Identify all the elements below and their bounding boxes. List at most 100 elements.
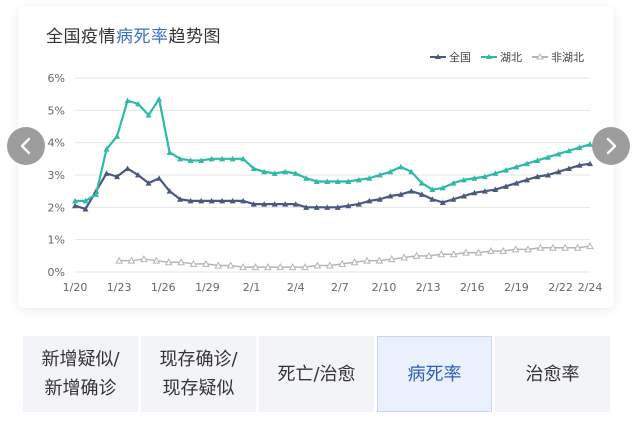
data-point-marker <box>140 255 148 263</box>
data-point-marker <box>164 258 173 266</box>
data-point-marker <box>471 175 478 181</box>
data-point-marker <box>214 261 223 269</box>
data-point-marker <box>450 196 457 202</box>
data-point-marker <box>387 168 394 175</box>
data-point-marker <box>587 160 593 167</box>
data-point-marker <box>187 157 194 163</box>
data-point-marker <box>481 173 488 180</box>
y-tick-label: 3% <box>48 169 65 182</box>
data-point-marker <box>135 100 142 107</box>
next-chart-button[interactable] <box>592 127 630 165</box>
data-point-marker <box>536 243 545 251</box>
tab-existing-confirmed-suspected[interactable]: 现存确诊/现存疑似 <box>141 336 256 412</box>
data-point-marker <box>449 250 458 258</box>
data-point-marker <box>229 197 236 204</box>
data-point-marker <box>263 263 272 271</box>
data-point-marker <box>450 180 457 186</box>
data-point-marker <box>135 172 142 178</box>
data-point-marker <box>499 246 508 254</box>
y-tick-label: 4% <box>48 137 65 150</box>
data-point-marker <box>208 197 215 204</box>
data-point-marker <box>408 168 415 175</box>
data-point-marker <box>229 155 236 162</box>
x-tick-label: 2/13 <box>416 281 441 294</box>
data-point-marker <box>219 155 226 162</box>
tab-fatality-rate[interactable]: 病死率 <box>377 336 492 412</box>
data-point-marker <box>345 202 352 209</box>
x-tick-label: 1/26 <box>151 281 176 294</box>
data-point-marker <box>124 165 131 172</box>
tab-death-recovered[interactable]: 死亡/治愈 <box>259 336 374 412</box>
data-point-marker <box>156 96 163 102</box>
legend-label-hubei: 湖北 <box>500 51 522 64</box>
data-point-marker <box>187 197 194 204</box>
chart-title: 全国疫情病死率趋势图 <box>46 22 221 47</box>
x-tick-label: 1/23 <box>107 281 132 294</box>
series-line-hubei <box>75 97 591 202</box>
data-point-marker <box>544 172 551 178</box>
data-point-marker <box>239 263 247 271</box>
tab-label-line: 新增确诊 <box>44 378 117 399</box>
data-point-marker <box>219 197 226 204</box>
data-point-marker <box>439 184 446 191</box>
data-point-marker <box>292 170 299 176</box>
data-point-marker <box>313 178 320 184</box>
data-point-marker <box>460 193 467 199</box>
chevron-right-icon <box>606 137 617 155</box>
data-point-marker <box>474 248 483 256</box>
y-tick-label: 6% <box>48 72 65 85</box>
data-point-marker <box>271 170 278 176</box>
data-point-marker <box>240 197 247 204</box>
data-point-marker <box>226 261 235 269</box>
data-point-marker <box>156 175 163 181</box>
data-point-marker <box>555 168 562 175</box>
data-point-marker <box>271 201 278 207</box>
data-point-marker <box>363 256 371 264</box>
data-point-marker <box>166 149 173 155</box>
data-point-marker <box>425 251 433 259</box>
data-point-marker <box>261 201 268 207</box>
data-point-marker <box>366 197 373 204</box>
chart-title-highlight: 病死率 <box>116 27 169 47</box>
data-point-marker <box>250 165 257 172</box>
data-point-marker <box>72 202 78 209</box>
data-point-marker <box>513 163 520 170</box>
data-point-marker <box>471 189 478 196</box>
y-tick-label: 0% <box>48 266 65 279</box>
data-point-marker <box>587 141 593 147</box>
tab-new-suspected-confirmed[interactable]: 新增疑似/新增确诊 <box>23 336 138 412</box>
data-point-marker <box>429 186 436 193</box>
x-tick-label: 2/10 <box>372 281 397 294</box>
data-point-marker <box>523 176 530 183</box>
data-point-marker <box>439 199 446 205</box>
tab-recovery-rate[interactable]: 治愈率 <box>495 336 610 412</box>
data-point-marker <box>565 165 572 172</box>
data-point-marker <box>324 204 331 210</box>
prev-chart-button[interactable] <box>7 127 45 165</box>
line-chart: 0% 1% 2% 3% 4% 5% 6% 1/20 1/23 1/26 1/29 2/1 2/4 2/7 2… <box>48 72 603 294</box>
x-tick-label: 2/19 <box>504 281 529 294</box>
x-tick-label: 2/22 <box>548 281 573 294</box>
tab-label-line: 病死率 <box>407 363 462 385</box>
data-point-marker <box>334 204 341 210</box>
data-point-marker <box>313 204 320 210</box>
data-point-marker <box>240 155 247 162</box>
chart-legend: 全国 湖北 非湖北 <box>430 49 584 65</box>
x-tick-label: 2/24 <box>578 281 603 294</box>
data-point-marker <box>460 176 467 183</box>
data-point-marker <box>334 178 341 184</box>
data-point-marker <box>282 201 289 207</box>
data-point-marker <box>115 256 123 264</box>
data-point-marker <box>355 176 362 183</box>
data-point-marker <box>198 157 205 163</box>
data-point-marker <box>524 245 532 253</box>
data-point-marker <box>355 201 362 207</box>
data-point-marker <box>375 256 384 264</box>
data-point-marker <box>534 173 541 180</box>
tab-label-line: 新增疑似/ <box>41 349 120 370</box>
data-point-marker <box>152 256 161 264</box>
data-point-marker <box>292 201 299 207</box>
data-point-marker <box>276 263 285 271</box>
data-point-marker <box>561 243 570 251</box>
x-tick-label: 2/4 <box>287 281 305 294</box>
